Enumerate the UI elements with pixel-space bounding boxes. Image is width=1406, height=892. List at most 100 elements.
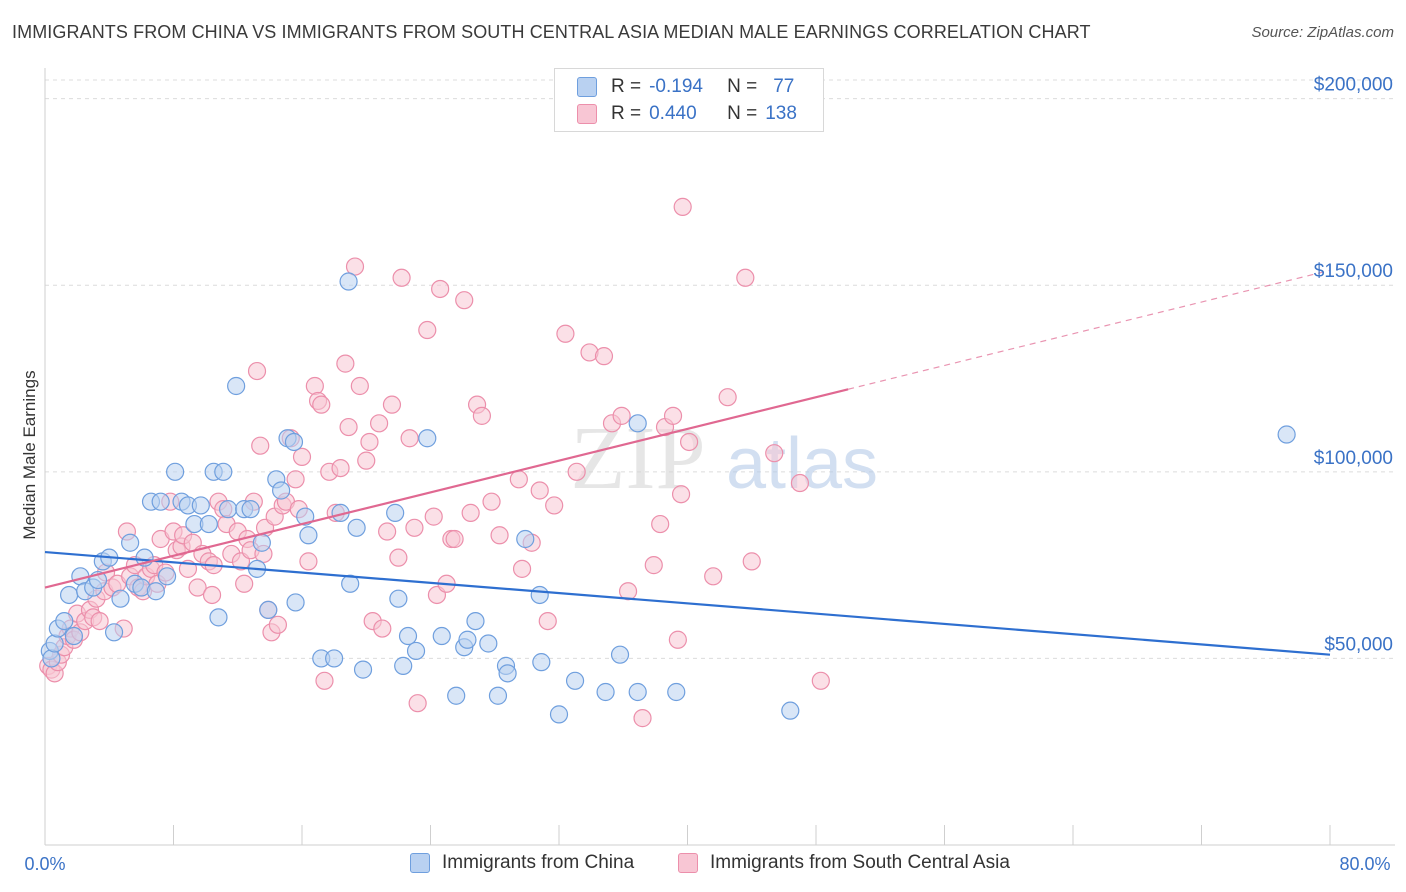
data-point-sca bbox=[663, 406, 683, 425]
r-value: 0.440 bbox=[649, 103, 697, 124]
data-point-china bbox=[104, 623, 124, 642]
stats-row-china: R = -0.194 N = 77 bbox=[577, 75, 794, 99]
data-point-sca bbox=[742, 552, 761, 571]
r-label: R = bbox=[611, 76, 642, 97]
data-point-china bbox=[272, 481, 291, 500]
sca-swatch bbox=[577, 104, 597, 124]
data-point-china bbox=[389, 589, 408, 608]
data-point-sca bbox=[512, 559, 532, 578]
data-point-china bbox=[341, 574, 360, 593]
trend-line-china bbox=[44, 550, 1331, 656]
data-point-china bbox=[447, 686, 466, 705]
data-point-china bbox=[219, 500, 238, 519]
data-point-sca bbox=[235, 574, 254, 593]
n-value: 77 bbox=[773, 76, 795, 97]
data-point-sca bbox=[472, 406, 491, 425]
data-point-china bbox=[64, 626, 84, 646]
data-point-china bbox=[418, 429, 437, 448]
data-point-sca bbox=[247, 361, 267, 381]
data-point-china bbox=[479, 634, 498, 653]
data-point-china bbox=[406, 641, 426, 661]
data-point-china bbox=[45, 634, 64, 653]
data-point-sca bbox=[556, 324, 575, 343]
data-point-china bbox=[252, 533, 271, 552]
data-point-sca bbox=[455, 291, 474, 310]
data-point-sca bbox=[633, 709, 652, 728]
x-tick-label: 0.0% bbox=[24, 854, 65, 874]
data-point-sca bbox=[445, 529, 464, 549]
data-point-sca bbox=[668, 630, 687, 649]
data-point-sca bbox=[251, 436, 270, 455]
legend-item-sca: Immigrants from South Central Asia bbox=[678, 852, 1010, 874]
data-point-china bbox=[432, 626, 451, 646]
data-point-sca bbox=[671, 485, 691, 504]
data-point-sca bbox=[790, 473, 810, 493]
data-point-china bbox=[610, 645, 630, 664]
data-point-sca bbox=[718, 388, 737, 407]
data-point-sca bbox=[378, 522, 397, 541]
data-point-china bbox=[241, 500, 260, 519]
n-label: N = bbox=[727, 76, 758, 97]
y-tick-label: $150,000 bbox=[1314, 261, 1393, 282]
data-point-china bbox=[498, 664, 517, 683]
china-swatch bbox=[577, 77, 597, 97]
data-point-sca bbox=[370, 414, 389, 433]
data-point-china bbox=[532, 653, 551, 672]
data-point-china bbox=[121, 533, 140, 552]
data-point-china bbox=[386, 503, 405, 522]
watermark-atlas: atlas bbox=[726, 424, 878, 504]
data-point-sca bbox=[339, 417, 358, 437]
data-point-sca bbox=[286, 470, 305, 489]
data-point-china bbox=[55, 611, 74, 631]
data-point-sca bbox=[357, 451, 376, 470]
data-point-china bbox=[209, 608, 228, 627]
data-point-sca bbox=[545, 496, 564, 515]
data-point-china bbox=[299, 526, 318, 545]
data-point-china bbox=[259, 600, 278, 620]
data-point-china bbox=[628, 682, 647, 702]
data-point-sca bbox=[268, 615, 288, 634]
chart-title: IMMIGRANTS FROM CHINA VS IMMIGRANTS FROM… bbox=[12, 22, 1091, 42]
data-point-sca bbox=[490, 526, 509, 545]
data-point-china bbox=[296, 507, 315, 526]
trend-line-sca-extension bbox=[847, 269, 1331, 390]
data-point-china bbox=[530, 585, 549, 605]
data-point-sca bbox=[530, 481, 549, 500]
data-point-china bbox=[146, 582, 165, 601]
data-point-china bbox=[191, 496, 210, 515]
data-point-sca bbox=[408, 694, 427, 713]
data-point-china bbox=[394, 656, 413, 675]
data-point-china bbox=[1277, 425, 1296, 444]
sca-swatch bbox=[678, 853, 698, 873]
data-point-sca bbox=[704, 567, 723, 586]
data-point-sca bbox=[644, 556, 663, 575]
data-point-china bbox=[781, 701, 800, 720]
data-point-sca bbox=[292, 447, 312, 467]
data-point-china bbox=[458, 630, 477, 649]
data-point-sca bbox=[538, 611, 557, 631]
data-point-sca bbox=[482, 492, 501, 511]
stats-row-sca: R = 0.440 N = 138 bbox=[577, 102, 797, 126]
data-point-china bbox=[59, 585, 79, 605]
data-point-sca bbox=[431, 279, 450, 299]
r-value: -0.194 bbox=[649, 76, 703, 97]
data-point-china bbox=[151, 492, 170, 511]
data-point-china bbox=[549, 705, 569, 724]
data-point-sca bbox=[312, 395, 331, 414]
data-point-sca bbox=[360, 432, 379, 452]
data-point-sca bbox=[331, 458, 350, 478]
data-point-china bbox=[347, 518, 366, 537]
series-south-central-asia bbox=[39, 197, 830, 728]
trend-line-sca bbox=[44, 388, 849, 589]
x-tick-label: 80.0% bbox=[1339, 854, 1390, 874]
data-point-sca bbox=[389, 548, 408, 567]
y-tick-label: $50,000 bbox=[1324, 634, 1393, 655]
data-point-china bbox=[353, 660, 373, 679]
data-point-sca bbox=[673, 197, 692, 216]
data-point-china bbox=[214, 462, 233, 481]
data-point-sca bbox=[90, 611, 109, 631]
legend-label: Immigrants from South Central Asia bbox=[710, 852, 1010, 873]
data-point-china bbox=[628, 414, 647, 433]
y-tick-label: $100,000 bbox=[1314, 448, 1393, 469]
data-point-sca bbox=[202, 585, 222, 605]
